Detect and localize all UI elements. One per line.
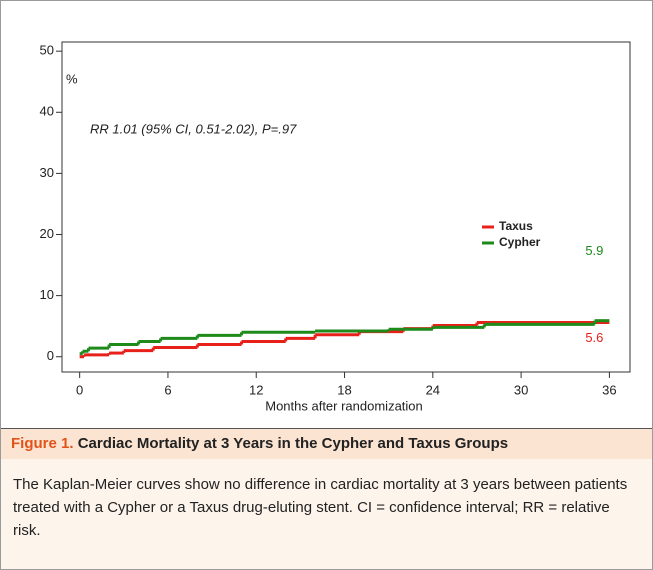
y-tick-label: 0 [47, 348, 54, 363]
x-tick-label: 30 [514, 382, 528, 397]
y-tick-label: 30 [40, 165, 54, 180]
y-axis-label: % [66, 71, 78, 86]
caption-text: The Kaplan-Meier curves show no differen… [1, 459, 652, 569]
y-tick-label: 40 [40, 104, 54, 119]
x-tick-label: 18 [337, 382, 351, 397]
caption-header: Figure 1. Cardiac Mortality at 3 Years i… [1, 428, 652, 459]
x-axis-label: Months after randomization [265, 398, 423, 413]
x-tick-label: 6 [164, 382, 171, 397]
legend-label: Cypher [499, 235, 541, 249]
x-tick-label: 36 [602, 382, 616, 397]
x-tick-label: 0 [76, 382, 83, 397]
legend-label: Taxus [499, 219, 533, 233]
end-label: 5.6 [585, 330, 603, 345]
y-tick-label: 20 [40, 226, 54, 241]
y-tick-label: 10 [40, 287, 54, 302]
plot-frame [61, 41, 631, 373]
x-tick-label: 24 [426, 382, 440, 397]
caption-label: Figure 1. [11, 435, 74, 452]
end-label: 5.9 [585, 243, 603, 258]
annotation: RR 1.01 (95% CI, 0.51-2.02), P=.97 [90, 121, 297, 136]
caption-title: Cardiac Mortality at 3 Years in the Cyph… [77, 435, 509, 452]
chart: % RR 1.01 (95% CI, 0.51-2.02), P=.97 Mon… [40, 41, 631, 413]
x-tick-label: 12 [249, 382, 263, 397]
y-tick-label: 50 [40, 43, 54, 58]
